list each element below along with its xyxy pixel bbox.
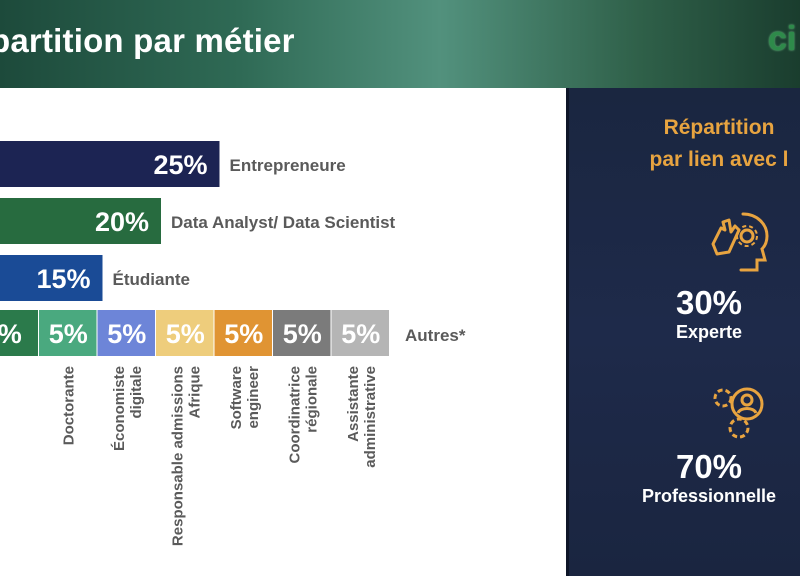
stacked-category-label-6: Coordinatricerégionale <box>286 366 320 464</box>
bar-category-label-2: Data Analyst/ Data Scientist <box>171 213 396 232</box>
side-percent-1: 30% <box>675 284 743 321</box>
side-label-1: Experte <box>675 322 743 342</box>
bar-value-label-2: 20% <box>95 207 149 237</box>
side-title-line2: par lien avec l <box>649 148 789 171</box>
stacked-value-label-5: 5% <box>224 319 263 349</box>
stacked-category-label-5: Softwareengineer <box>228 366 262 430</box>
page-title: partition par métier <box>0 22 295 59</box>
stacked-segment-4 <box>156 310 214 356</box>
job-distribution-chart: 25% Entrepreneure 20% Data Analyst/ Data Sc… <box>0 141 466 546</box>
side-percent-2: 70% <box>675 448 743 485</box>
stacked-category-label: Autres* <box>405 326 466 345</box>
bar-3 <box>0 255 103 301</box>
stacked-value-label-7: 5% <box>341 319 380 349</box>
stacked-value-label-4: 5% <box>166 319 205 349</box>
stacked-segment-2 <box>39 310 97 356</box>
gears-person-icon <box>713 387 764 439</box>
stacked-segment-7 <box>331 310 389 356</box>
stacked-value-label-3: 5% <box>107 319 146 349</box>
bar-2 <box>0 198 161 244</box>
stacked-segment-3 <box>97 310 155 356</box>
stacked-segment-5 <box>214 310 272 356</box>
stacked-segment-1 <box>0 310 38 356</box>
side-label-2: Professionnelle <box>641 486 777 506</box>
stacked-segment-6 <box>273 310 331 356</box>
stacked-value-label-2: 5% <box>49 319 88 349</box>
stacked-value-label-1: % <box>0 319 22 349</box>
stacked-category-label-2: Doctorante <box>60 366 77 445</box>
bar-category-label-3: Étudiante <box>113 270 190 289</box>
bar-1 <box>0 141 220 187</box>
stacked-category-label-7: Assistanteadministrative <box>345 366 379 468</box>
stacked-value-label-6: 5% <box>283 319 322 349</box>
side-title-line1: Répartition <box>663 116 775 139</box>
bar-category-label-1: Entrepreneure <box>230 156 346 175</box>
bar-value-label-1: 25% <box>153 150 207 180</box>
header-banner: partition par métier ci <box>0 0 800 88</box>
stacked-category-label-4: Responsable admissionsAfrique <box>169 366 203 546</box>
brand-logo: ci <box>768 20 797 58</box>
side-panel: Répartition par lien avec l 30% Experte … <box>566 88 800 576</box>
stacked-category-label-3: Économistedigitale <box>111 366 145 451</box>
brain-gear-hand-icon <box>711 212 769 272</box>
bar-value-label-3: 15% <box>36 264 90 294</box>
